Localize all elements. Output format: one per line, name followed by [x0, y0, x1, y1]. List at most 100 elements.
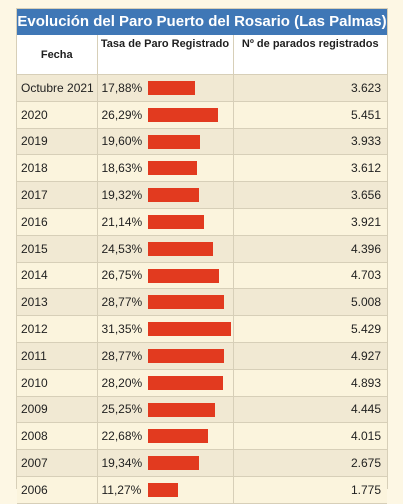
rate-bar — [147, 134, 200, 149]
cell-fecha: 2016 — [17, 208, 98, 236]
table-row: 2006 11,27% 1.775 — [17, 476, 387, 504]
rate-bar — [147, 161, 197, 176]
cell-parados: 4.893 — [233, 369, 387, 397]
cell-tasa: 19,34% — [97, 449, 234, 477]
table-row: 2013 28,77% 5.008 — [17, 288, 387, 317]
cell-tasa: 25,25% — [97, 396, 234, 424]
cell-fecha: 2015 — [17, 235, 98, 263]
cell-fecha: 2017 — [17, 181, 98, 209]
cell-parados: 3.933 — [233, 128, 387, 156]
cell-tasa: 18,63% — [97, 154, 234, 183]
cell-fecha: 2013 — [17, 288, 98, 317]
table-row: 2009 25,25% 4.445 — [17, 396, 387, 424]
rate-label: 28,20% — [101, 375, 143, 390]
table-row: 2010 28,20% 4.893 — [17, 369, 387, 397]
rate-label: 24,53% — [101, 241, 143, 256]
table-row: 2011 28,77% 4.927 — [17, 342, 387, 370]
table-row: 2019 19,60% 3.933 — [17, 128, 387, 156]
rate-bar — [147, 214, 204, 229]
cell-tasa: 11,27% — [97, 476, 234, 504]
cell-parados: 3.656 — [233, 181, 387, 209]
cell-fecha: 2006 — [17, 476, 98, 504]
rate-label: 22,68% — [101, 429, 143, 444]
rate-bar — [147, 348, 224, 363]
rate-bar — [147, 375, 223, 390]
table-row: 2015 24,53% 4.396 — [17, 235, 387, 263]
table-row: 2016 21,14% 3.921 — [17, 208, 387, 236]
cell-parados: 5.451 — [233, 101, 387, 129]
rate-label: 26,29% — [101, 107, 143, 122]
table-row: 2014 26,75% 4.703 — [17, 262, 387, 290]
rate-label: 18,63% — [101, 161, 143, 176]
cell-fecha: 2019 — [17, 128, 98, 156]
cell-fecha: 2007 — [17, 449, 98, 477]
cell-fecha: 2012 — [17, 315, 98, 343]
cell-fecha: 2011 — [17, 342, 98, 370]
table-row: 2012 31,35% 5.429 — [17, 315, 387, 343]
cell-tasa: 22,68% — [97, 422, 234, 451]
rate-label: 31,35% — [101, 322, 143, 337]
rate-bar — [147, 402, 215, 417]
cell-tasa: 28,20% — [97, 369, 234, 397]
rate-bar — [147, 188, 199, 203]
table-title: Evolución del Paro Puerto del Rosario (L… — [17, 9, 387, 35]
rate-label: 17,88% — [101, 80, 143, 95]
table-row: Octubre 2021 17,88% 3.623 — [17, 74, 387, 102]
cell-parados: 4.015 — [233, 422, 387, 451]
cell-tasa: 19,32% — [97, 181, 234, 209]
rate-label: 21,14% — [101, 214, 143, 229]
rate-bar — [147, 81, 195, 95]
rate-bar — [147, 241, 213, 256]
cell-fecha: 2020 — [17, 101, 98, 129]
rate-bar — [147, 295, 224, 310]
table-row: 2018 18,63% 3.612 — [17, 154, 387, 183]
rate-bar — [147, 482, 178, 497]
cell-fecha: 2008 — [17, 422, 98, 451]
unemployment-table-panel: Evolución del Paro Puerto del Rosario (L… — [16, 8, 388, 504]
table-row: 2007 19,34% 2.675 — [17, 449, 387, 477]
cell-parados: 3.612 — [233, 154, 387, 183]
cell-parados: 5.008 — [233, 288, 387, 317]
cell-parados: 4.445 — [233, 396, 387, 424]
rate-label: 28,77% — [101, 348, 143, 363]
rate-label: 25,25% — [101, 402, 143, 417]
rate-bar — [147, 322, 231, 337]
cell-parados: 3.921 — [233, 208, 387, 236]
table-row: 2020 26,29% 5.451 — [17, 101, 387, 129]
unemployment-table: Fecha Tasa de Paro Registrado Nº de para… — [17, 35, 387, 504]
cell-tasa: 26,29% — [97, 101, 234, 129]
column-header-tasa: Tasa de Paro Registrado — [97, 35, 234, 75]
table-row: 2017 19,32% 3.656 — [17, 181, 387, 209]
cell-tasa: 28,77% — [97, 288, 234, 317]
cell-tasa: 26,75% — [97, 262, 234, 290]
rate-label: 19,32% — [101, 188, 143, 203]
cell-fecha: 2009 — [17, 396, 98, 424]
cell-fecha: 2014 — [17, 262, 98, 290]
cell-fecha: 2010 — [17, 369, 98, 397]
cell-tasa: 31,35% — [97, 315, 234, 343]
cell-parados: 2.675 — [233, 449, 387, 477]
rate-label: 28,77% — [101, 295, 143, 310]
cell-parados: 4.927 — [233, 342, 387, 370]
cell-tasa: 17,88% — [97, 74, 234, 102]
cell-tasa: 19,60% — [97, 128, 234, 156]
cell-parados: 4.703 — [233, 262, 387, 290]
table-header-row: Fecha Tasa de Paro Registrado Nº de para… — [17, 35, 387, 75]
cell-parados: 3.623 — [233, 74, 387, 102]
rate-label: 19,34% — [101, 456, 143, 471]
cell-tasa: 24,53% — [97, 235, 234, 263]
rate-label: 19,60% — [101, 134, 143, 149]
rate-bar — [147, 456, 199, 471]
column-header-parados: Nº de parados registrados — [233, 35, 387, 75]
table-body: Octubre 2021 17,88% 3.623 2020 26,29% 5.451 20… — [17, 74, 387, 504]
table-row: 2008 22,68% 4.015 — [17, 422, 387, 451]
rate-label: 26,75% — [101, 268, 143, 283]
cell-tasa: 21,14% — [97, 208, 234, 236]
cell-fecha: Octubre 2021 — [17, 74, 98, 102]
cell-parados: 1.775 — [233, 476, 387, 504]
cell-tasa: 28,77% — [97, 342, 234, 370]
cell-parados: 4.396 — [233, 235, 387, 263]
rate-label: 11,27% — [101, 482, 142, 497]
rate-bar — [147, 268, 219, 283]
cell-parados: 5.429 — [233, 315, 387, 343]
